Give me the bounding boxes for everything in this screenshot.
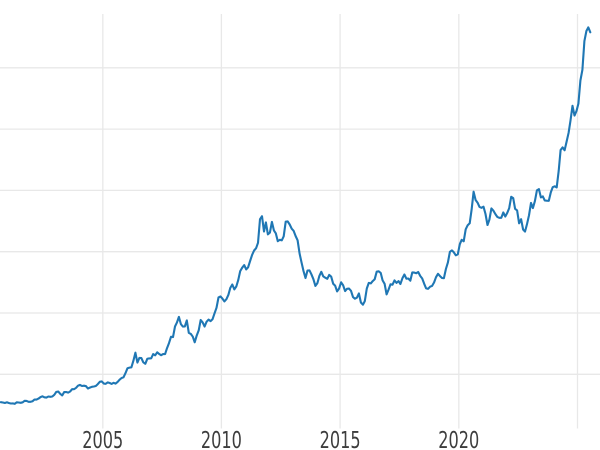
x-tick-label: 2010 [201, 428, 242, 450]
series-layer [0, 26, 592, 405]
price-series-line [0, 26, 592, 405]
gridlines-layer [0, 14, 600, 429]
x-tick-label: 2020 [438, 428, 479, 450]
x-tick-label: 2015 [320, 428, 361, 450]
x-axis-tick-labels: 2005 2010 2015 2020 [82, 428, 479, 450]
x-tick-label: 2005 [82, 428, 123, 450]
